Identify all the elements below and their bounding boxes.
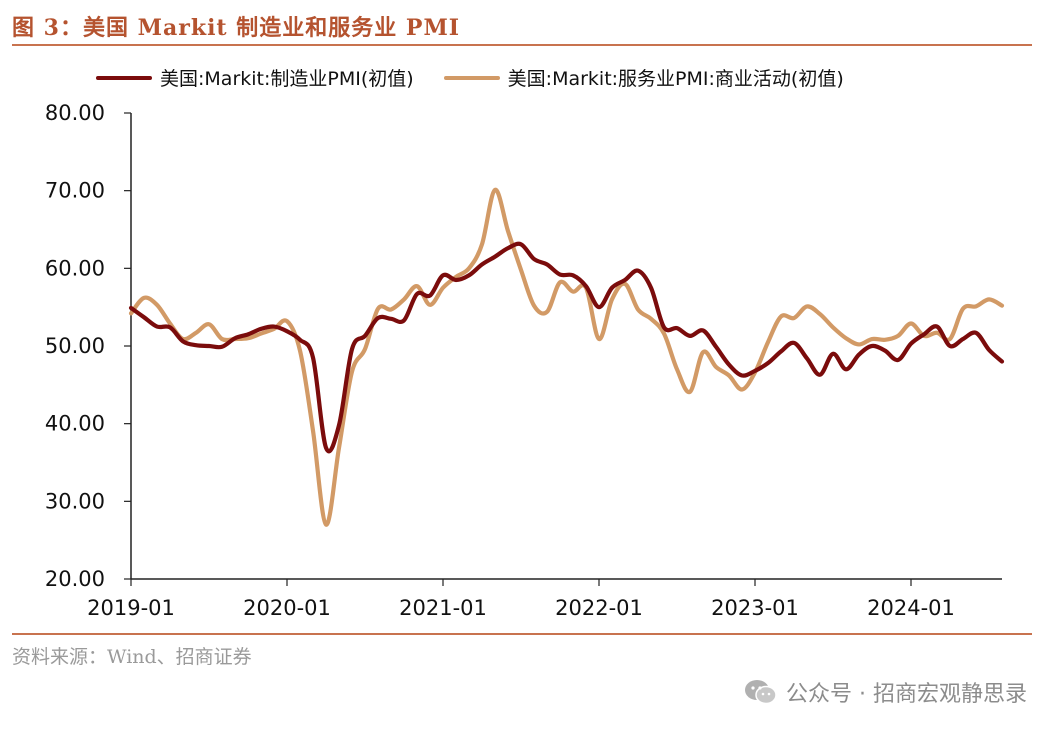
y-tick-label: 60.00 [45,256,105,280]
source-note: 资料来源：Wind、招商证券 [12,646,252,668]
legend-label-manufacturing: 美国:Markit:制造业PMI(初值) [160,68,414,90]
legend-item-services: 美国:Markit:服务业PMI:商业活动(初值) [443,64,844,91]
legend-swatch-services [443,75,500,80]
x-tick-label: 2021-01 [399,596,487,620]
y-tick-label: 50.00 [45,334,105,358]
series-line-services [128,187,1005,527]
legend-label-services: 美国:Markit:服务业PMI:商业活动(初值) [507,68,844,90]
source-rule [12,633,1032,635]
x-tick-label: 2023-01 [711,596,799,620]
y-tick-label: 20.00 [45,567,105,591]
wechat-icon [745,680,777,705]
y-tick-label: 80.00 [45,101,105,125]
chart-legend: 美国:Markit:制造业PMI(初值) 美国:Markit:服务业PMI:商业… [96,64,844,91]
y-tick-label: 70.00 [45,179,105,203]
series-line-manufacturing [128,241,1005,454]
x-tick-label: 2019-01 [87,596,175,620]
watermark: 公众号 · 招商宏观静思录 [744,676,1027,708]
legend-swatch-manufacturing [96,75,152,80]
legend-item-manufacturing: 美国:Markit:制造业PMI(初值) [96,64,414,91]
figure-title: 图 3：美国 Markit 制造业和服务业 PMI [12,15,461,41]
y-tick-label: 30.00 [45,489,105,513]
watermark-text: 公众号 · 招商宏观静思录 [786,682,1027,707]
title-rule [12,44,1032,46]
x-tick-label: 2024-01 [867,596,955,620]
x-tick-label: 2022-01 [555,596,643,620]
y-tick-label: 40.00 [45,412,105,436]
x-tick-label: 2020-01 [243,596,331,620]
